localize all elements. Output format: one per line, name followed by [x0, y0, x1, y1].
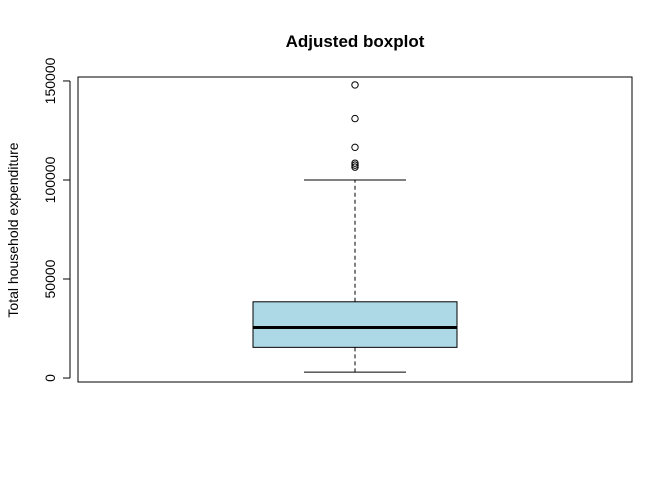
outlier-point — [351, 114, 359, 123]
boxplot — [252, 179, 458, 373]
y-axis-label: Total household expenditure — [5, 142, 21, 317]
y-axis: 0 50000 100000 150000 — [42, 57, 71, 382]
y-tick-label: 0 — [42, 374, 58, 382]
outlier-point — [351, 143, 359, 152]
y-tick-label: 150000 — [42, 57, 58, 104]
y-tick-label: 100000 — [42, 156, 58, 203]
outlier-point — [351, 81, 359, 89]
plot-frame — [77, 76, 633, 383]
outlier-point — [351, 163, 359, 171]
y-tick-label: 50000 — [42, 259, 58, 298]
outlier-point — [351, 159, 359, 167]
outlier-point — [351, 161, 359, 169]
chart-title: Adjusted boxplot — [286, 32, 425, 51]
outlier-points — [351, 81, 359, 171]
iqr-box — [252, 301, 458, 348]
